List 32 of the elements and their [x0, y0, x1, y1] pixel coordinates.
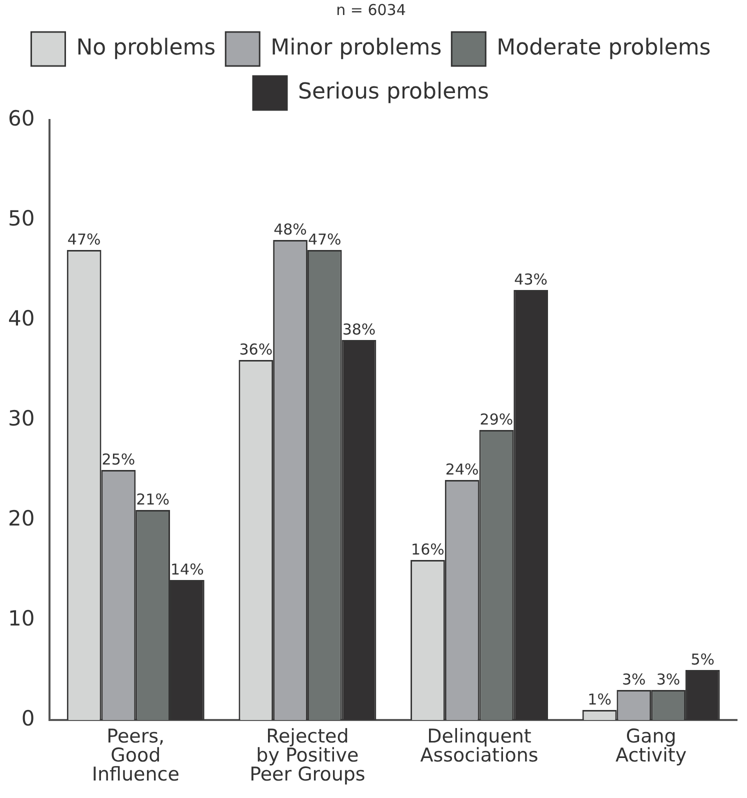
data-label: 47% [67, 230, 101, 248]
x-tick-label: Peers, Good Influence [92, 725, 180, 786]
data-label: 3% [622, 670, 646, 688]
x-tick-label: Gang Activity [616, 725, 687, 766]
y-tick-label: 50 [8, 206, 35, 230]
legend-label: Serious problems [298, 80, 490, 105]
data-label: 16% [411, 540, 444, 558]
data-label: 25% [102, 450, 136, 468]
data-label: 38% [342, 320, 376, 338]
y-tick-label: 20 [8, 506, 35, 530]
data-label: 14% [170, 560, 204, 578]
data-label: 24% [445, 460, 479, 478]
y-tick-label: 0 [21, 706, 35, 730]
data-label: 47% [308, 230, 342, 248]
data-label: 29% [480, 410, 514, 428]
data-label: 21% [136, 490, 170, 508]
x-tick-label: Rejected by Positive Peer Groups [250, 725, 366, 786]
y-tick-label: 10 [8, 606, 35, 630]
data-label: 36% [239, 340, 273, 358]
legend-label: Moderate problems [496, 36, 711, 61]
y-tick-label: 40 [8, 306, 35, 330]
chart-title: n = 6034 [336, 0, 406, 19]
data-label: 48% [274, 220, 307, 238]
data-label: 43% [514, 270, 548, 288]
y-tick-label: 60 [8, 106, 35, 130]
data-label: 5% [690, 650, 715, 668]
y-tick-label: 30 [8, 406, 35, 430]
data-label: 3% [656, 670, 680, 688]
legend-label: Minor problems [270, 36, 442, 61]
x-tick-label: Delinquent Associations [420, 725, 538, 766]
data-label: 1% [588, 690, 612, 708]
legend-label: No problems [76, 36, 216, 61]
